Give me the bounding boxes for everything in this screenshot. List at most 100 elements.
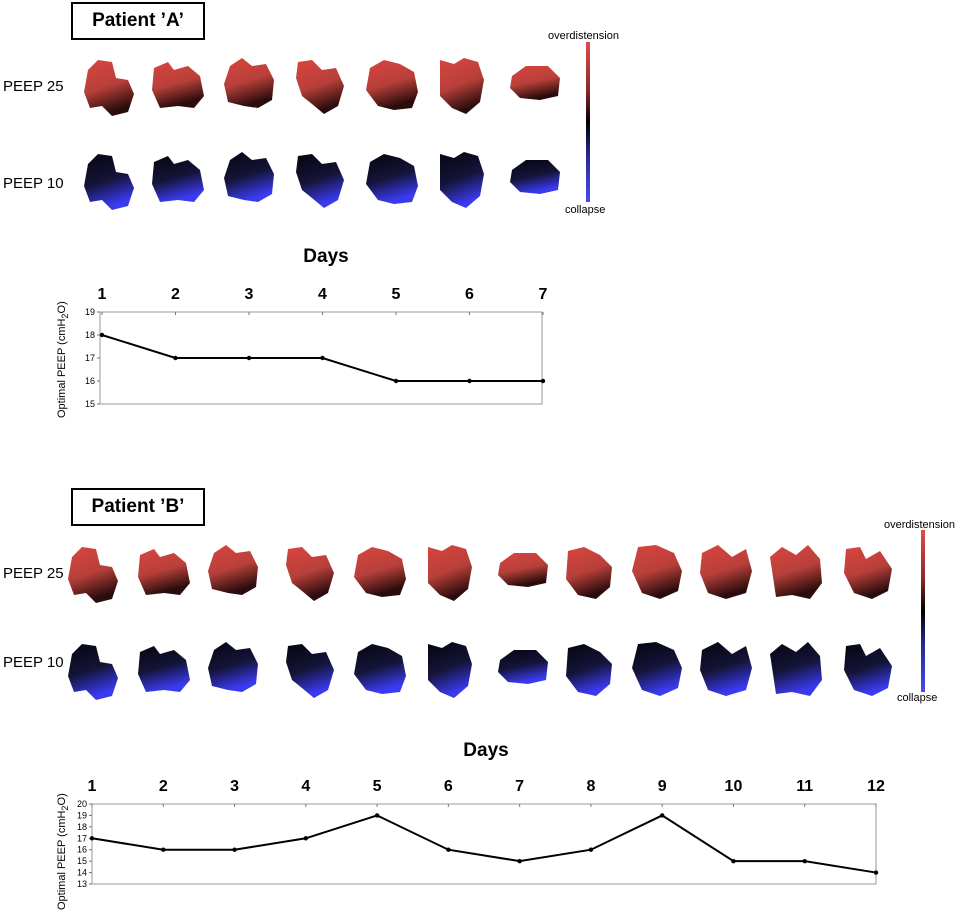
patient-b-peep10-lung-map-2 — [138, 646, 190, 692]
patient-a-data-point — [99, 332, 105, 338]
patient-a-peep25-lung-map-2 — [152, 62, 204, 108]
patient-b-day-tick-label: 5 — [372, 778, 382, 795]
patient-a-peep10-lung-map-2 — [152, 156, 204, 202]
patient-b-data-point — [89, 836, 95, 841]
patient-b-peep25-lung-map-4 — [286, 547, 334, 601]
patient-b-plot-frame — [91, 803, 877, 885]
patient-b-peep10-label: PEEP 10 — [3, 654, 64, 671]
patient-b-data-point — [659, 813, 665, 818]
patient-a-peep25-lung-map-6 — [440, 58, 484, 114]
patient-b-days-title: Days — [463, 740, 509, 761]
patient-b-peep10-lung-map-8 — [566, 644, 612, 696]
patient-b-peep10-lung-map-9 — [632, 642, 682, 696]
patient-b-peep10-lung-map-1 — [68, 644, 118, 700]
patient-a-ytick-label: 15 — [85, 399, 95, 409]
patient-b-ytick-label: 20 — [77, 799, 87, 809]
patient-a-data-point — [246, 355, 252, 361]
patient-a-ytick-label: 18 — [85, 330, 95, 340]
patient-a-day-tick-label: 4 — [318, 286, 327, 303]
patient-b-ytick-label: 13 — [77, 879, 87, 889]
patient-a-peep25-lung-map-7 — [510, 66, 560, 100]
patient-b-ytick-label: 19 — [77, 810, 87, 820]
patient-b-day-tick-label: 10 — [724, 778, 743, 795]
patient-a-scale-bar — [586, 42, 590, 202]
patient-a-data-point — [540, 378, 546, 384]
patient-a-data-point — [393, 378, 399, 384]
patient-b-data-point — [303, 836, 309, 841]
patient-a-label: Patient ’A’ — [71, 2, 205, 40]
patient-a-scale-bottom-label: collapse — [565, 204, 606, 216]
patient-a-data-point — [467, 378, 472, 384]
patient-b-peep25-lung-map-2 — [138, 549, 190, 595]
patient-a-peep25-lung-map-4 — [296, 60, 344, 114]
patient-a-peep10-lung-map-6 — [440, 152, 484, 208]
patient-b-data-point — [731, 858, 736, 864]
patient-a-days-title: Days — [303, 246, 349, 267]
patient-a-y-axis-title: Optimal PEEP (cmH2O) — [56, 301, 71, 418]
patient-a-peep10-lung-map-3 — [224, 152, 274, 202]
patient-b-peep25-lung-map-1 — [68, 547, 118, 603]
patient-b-peep25-lung-map-6 — [428, 545, 472, 601]
patient-a-peep25-lung-map-1 — [84, 60, 134, 116]
patient-b-peep25-lung-map-10 — [700, 545, 752, 599]
patient-b-peep25-lung-map-12 — [844, 547, 892, 599]
patient-b-ytick-label: 16 — [77, 845, 87, 855]
patient-a-peep10-label: PEEP 10 — [3, 175, 64, 192]
patient-b-peep10-lung-map-6 — [428, 642, 472, 698]
patient-a-peep10-lung-map-1 — [84, 154, 134, 210]
patient-a-ytick-label: 19 — [85, 307, 95, 317]
patient-b-data-point — [446, 847, 451, 852]
patient-b-day-tick-label: 4 — [301, 778, 311, 795]
patient-a-day-tick-label: 5 — [391, 286, 401, 303]
patient-b-day-tick-label: 12 — [867, 778, 885, 795]
patient-b-peep25-lung-map-7 — [498, 553, 548, 587]
patient-b-day-tick-label: 9 — [657, 778, 667, 795]
patient-a-day-tick-label: 6 — [465, 286, 474, 303]
patient-a-scale-top-label: overdistension — [548, 30, 619, 42]
patient-a-data-point — [173, 355, 178, 361]
patient-b-day-tick-label: 6 — [443, 778, 453, 795]
patient-b-ytick-label: 14 — [77, 868, 87, 878]
patient-b-series-line — [91, 814, 877, 874]
patient-b-peep10-lung-map-7 — [498, 650, 548, 684]
patient-a-day-tick-label: 2 — [171, 286, 180, 303]
patient-b-peep25-lung-map-9 — [632, 545, 682, 599]
patient-a-ytick-label: 17 — [85, 353, 95, 363]
patient-b-data-point — [588, 847, 594, 852]
patient-a-day-tick-label: 3 — [244, 286, 254, 303]
patient-b-peep10-lung-map-10 — [700, 642, 752, 696]
patient-b-scale-bottom-label: collapse — [897, 692, 938, 704]
patient-b-peep25-lung-map-11 — [770, 545, 822, 599]
patient-a-day-tick-label: 7 — [538, 286, 548, 303]
patient-a-peep25-label: PEEP 25 — [3, 78, 64, 95]
patient-a-peep25-lung-map-5 — [366, 60, 418, 110]
patient-b-day-tick-label: 3 — [230, 778, 239, 795]
patient-b-peep25-label: PEEP 25 — [3, 565, 64, 582]
patient-b-day-tick-label: 1 — [87, 778, 97, 795]
patient-b-peep25-lung-map-5 — [354, 547, 406, 597]
patient-b-day-tick-label: 8 — [586, 778, 596, 795]
patient-a-peep10-lung-map-4 — [296, 154, 344, 208]
patient-a-peep10-lung-map-7 — [510, 160, 560, 194]
patient-b-data-point — [161, 847, 166, 852]
patient-b-data-point — [802, 858, 807, 864]
patient-b-data-point — [517, 858, 522, 864]
patient-b-peep10-lung-map-3 — [208, 642, 258, 692]
patient-a-peep10-lung-map-5 — [366, 154, 418, 204]
patient-b-ytick-label: 17 — [77, 833, 87, 843]
patient-b-ytick-label: 18 — [77, 822, 87, 832]
patient-a-peep25-lung-map-3 — [224, 58, 274, 108]
patient-b-peep10-lung-map-5 — [354, 644, 406, 694]
patient-a-ytick-label: 16 — [85, 376, 95, 386]
patient-a-day-tick-label: 1 — [97, 286, 107, 303]
patient-a-data-point — [320, 355, 325, 361]
patient-b-data-point — [374, 813, 380, 818]
patient-b-peep10-lung-map-11 — [770, 642, 822, 696]
patient-b-label: Patient ’B’ — [71, 488, 205, 526]
patient-b-ytick-label: 15 — [77, 856, 87, 866]
patient-b-peep25-lung-map-8 — [566, 547, 612, 599]
patient-b-day-tick-label: 7 — [515, 778, 525, 795]
patient-b-data-point — [873, 870, 879, 875]
patient-b-scale-top-label: overdistension — [884, 519, 955, 531]
patient-b-scale-bar — [921, 530, 925, 692]
